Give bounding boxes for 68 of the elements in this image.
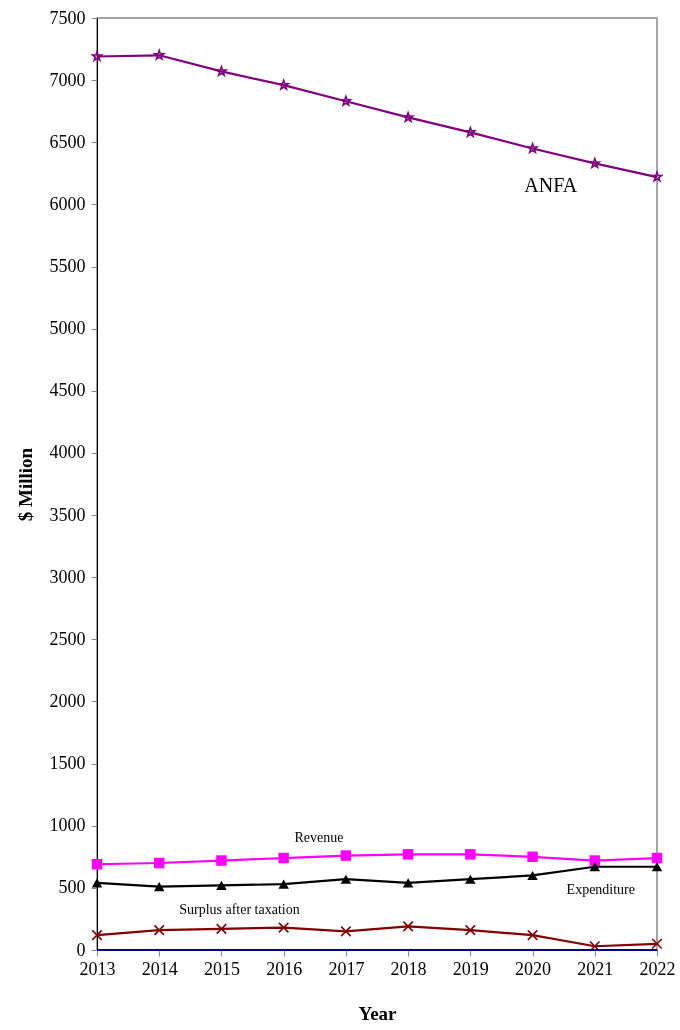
x-tick-label: 2019: [452, 958, 489, 979]
point: [91, 929, 103, 941]
point: [402, 849, 414, 860]
x-tick-label: 2018: [390, 958, 427, 979]
y-tick-label: 1500: [49, 753, 86, 774]
y-tick-label: 4000: [49, 442, 86, 463]
point: [527, 929, 539, 941]
point: [651, 938, 663, 950]
y-tick-label: 5000: [49, 318, 86, 339]
y-tick-label: 6000: [49, 193, 86, 214]
point: [340, 925, 352, 937]
point: [340, 874, 352, 884]
y-tick-label: 1000: [49, 815, 86, 836]
point: [527, 851, 538, 863]
y-tick-label: 3000: [49, 566, 86, 587]
y-tick-label: 7000: [49, 69, 86, 90]
x-tick-label: 2022: [639, 958, 676, 979]
point: [278, 852, 289, 864]
point: [651, 171, 663, 182]
x-tick-label: 2013: [79, 958, 116, 979]
point: [215, 923, 227, 935]
point: [91, 50, 103, 62]
point: [651, 852, 663, 864]
point: [216, 880, 227, 890]
y-tick-label: 7500: [49, 7, 86, 28]
y-tick-label: 2500: [49, 628, 86, 649]
point: [91, 859, 103, 870]
series-label: Surplus after taxation: [179, 901, 300, 917]
series-label: Expenditure: [566, 881, 635, 897]
y-tick-label: 4500: [49, 380, 86, 401]
series-label: ANFA: [524, 174, 578, 197]
x-tick-label: 2014: [141, 958, 178, 979]
point: [340, 850, 352, 861]
point: [589, 855, 601, 866]
point: [153, 882, 165, 892]
y-tick-label: 500: [58, 877, 86, 898]
y-tick-label: 5500: [49, 256, 86, 277]
y-tick-label: 3500: [49, 504, 86, 525]
y-tick-label: 0: [76, 939, 86, 960]
point: [402, 878, 414, 888]
point: [278, 879, 289, 889]
point: [464, 924, 476, 936]
x-tick-label: 2016: [266, 958, 303, 979]
point: [340, 95, 352, 106]
point: [589, 157, 601, 169]
point: [153, 49, 165, 60]
point: [465, 874, 476, 884]
point: [589, 940, 601, 952]
point: [153, 857, 165, 869]
x-axis-title: Year: [358, 1002, 398, 1024]
point: [402, 111, 414, 123]
x-tick-label: 2017: [328, 958, 365, 979]
point: [527, 870, 538, 880]
point: [216, 855, 227, 866]
x-tick-label: 2021: [577, 958, 614, 979]
series-label: Revenue: [294, 829, 344, 845]
point: [91, 878, 103, 888]
y-axis-title: $ Million: [14, 447, 36, 522]
point: [589, 862, 601, 872]
x-tick-label: 2015: [203, 958, 240, 979]
y-tick-label: 2000: [49, 690, 86, 711]
point: [651, 862, 663, 872]
point: [278, 922, 290, 934]
point: [465, 849, 476, 860]
x-tick-label: 2020: [515, 958, 552, 979]
point: [402, 920, 414, 932]
point: [153, 924, 165, 936]
y-tick-label: 6500: [49, 131, 86, 152]
